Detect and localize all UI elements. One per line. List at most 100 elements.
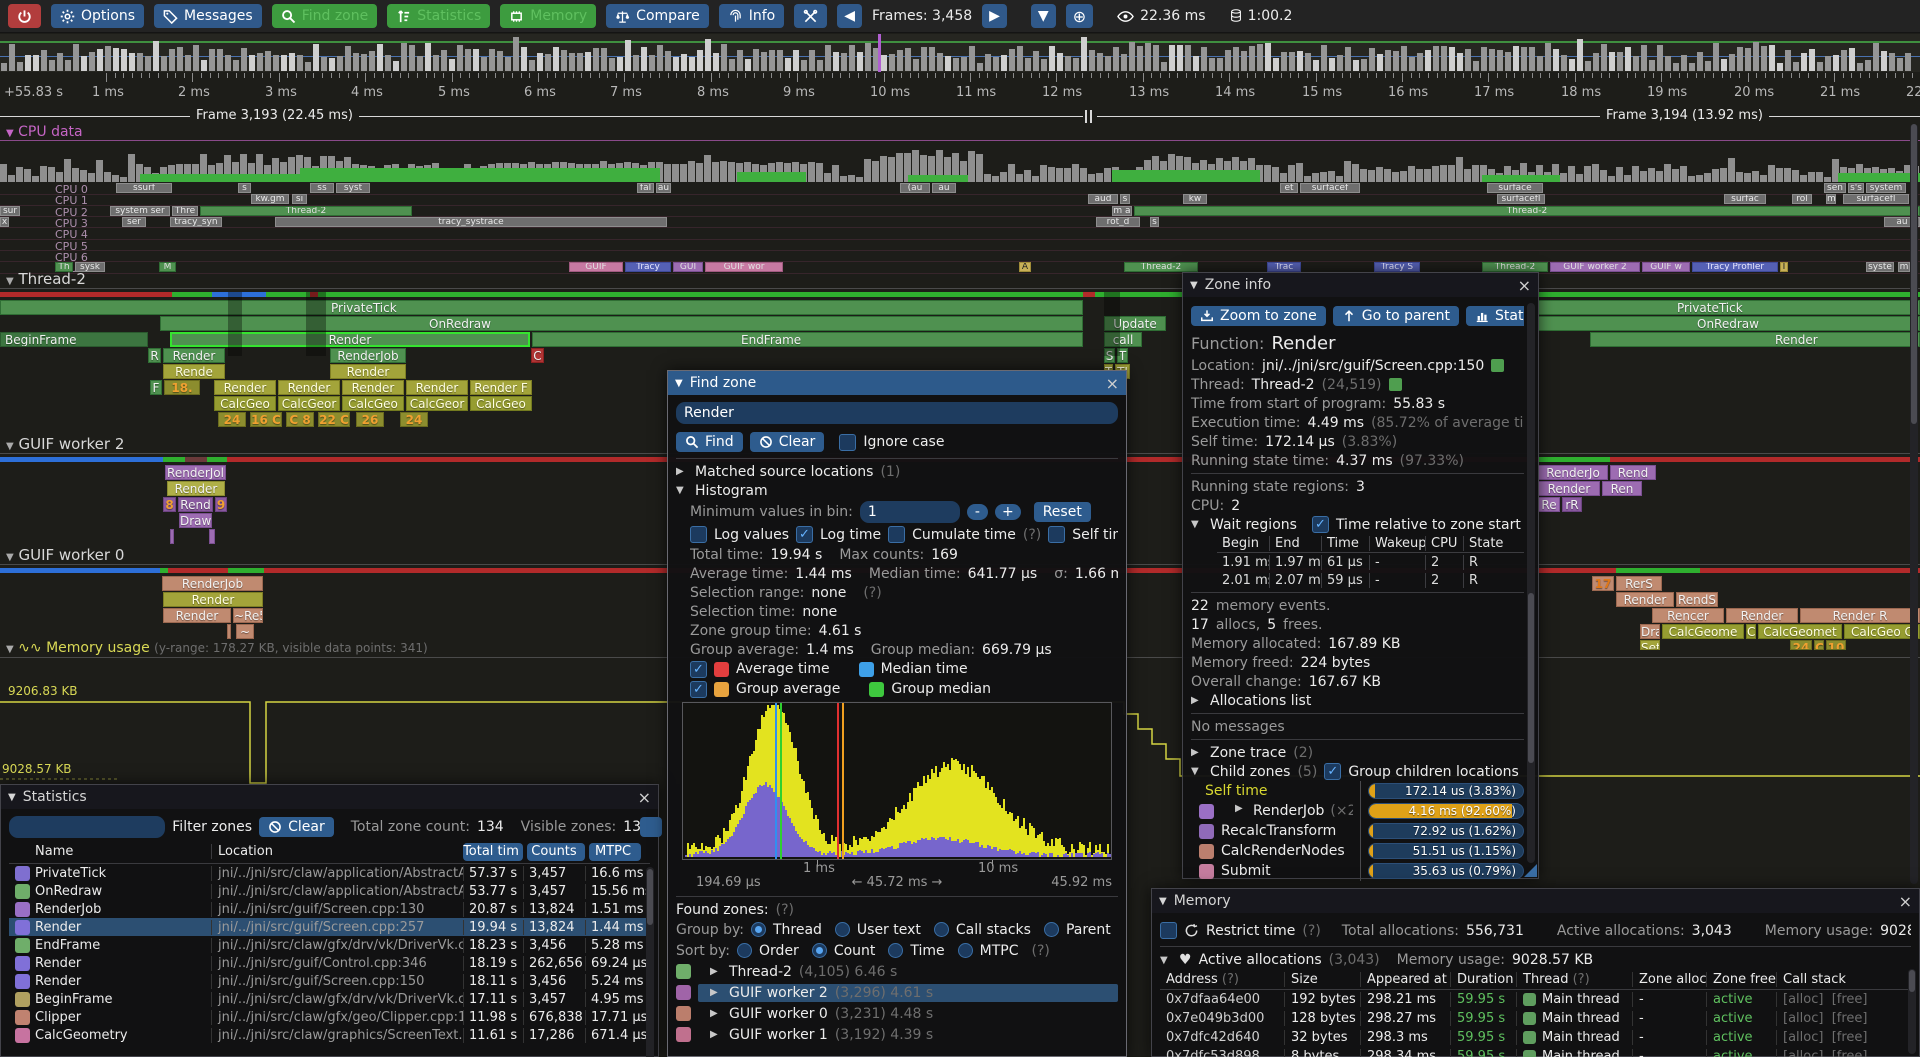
location-value[interactable]: jni/../jni/src/guif/Screen.cpp:150 — [1261, 357, 1485, 374]
limit-button[interactable] — [640, 817, 662, 837]
timeline-zone[interactable]: T — [1117, 348, 1128, 363]
statistics-titlebar[interactable]: ▼ Statistics × — [1, 785, 658, 809]
ignore-case-checkbox[interactable] — [839, 433, 857, 451]
timeline-zone[interactable]: Render R — [1800, 608, 1920, 623]
column-duration[interactable]: Duration — [1450, 972, 1516, 987]
cpu-zone-chip[interactable]: rol — [1792, 194, 1812, 204]
zone-group-row[interactable]: ▶ Thread-2 (4,105) 6.46 s — [676, 961, 1118, 982]
timeline-zone[interactable]: 10 — [1826, 640, 1846, 650]
cpu-zone-chip[interactable]: aud — [1088, 194, 1118, 204]
decrement-button[interactable]: - — [966, 504, 988, 520]
timeline-zone[interactable]: OnRedraw — [160, 316, 1083, 331]
cpu-zone-chip[interactable]: (au — [900, 183, 930, 193]
timeline-zone[interactable]: 17 — [1592, 576, 1614, 591]
column-thread[interactable]: Thread — [1523, 972, 1569, 987]
options-button[interactable]: Options — [51, 4, 145, 28]
timeline-zone[interactable]: Rencer — [1652, 608, 1724, 623]
timeline-zone[interactable]: EndFrame — [532, 332, 1083, 347]
find-zone-histogram[interactable] — [682, 702, 1112, 860]
cpu-zone-chip[interactable]: Thread-2 — [1482, 262, 1548, 272]
timeline-zone[interactable]: 26 — [356, 412, 384, 427]
timeline-zone[interactable]: C — [1746, 624, 1756, 639]
timeline-zone[interactable]: CalcGeo — [470, 396, 532, 411]
memory-usage-section[interactable]: ▼ ∿∿ Memory usage (y-range: 178.27 KB, v… — [6, 640, 428, 656]
expand-icon[interactable]: ▶ — [710, 1008, 718, 1019]
cpu-zone-chip[interactable]: Thread-2 — [200, 206, 412, 216]
cpu-zone-chip[interactable]: GUI — [673, 262, 703, 272]
sort-by-mtpc[interactable] — [957, 943, 973, 958]
zone-info-scrollbar[interactable] — [1528, 593, 1534, 763]
timeline-zone[interactable]: CalcGeo — [214, 396, 276, 411]
cpu-zone-chip[interactable]: m a — [1112, 206, 1132, 216]
group-by-thread[interactable] — [750, 922, 766, 937]
thread-section-thread-2[interactable]: ▼ Thread-2 — [6, 270, 86, 288]
timeline-zone[interactable]: BeginFrame — [0, 332, 148, 347]
cpu-zone-chip[interactable]: sysk — [75, 262, 105, 272]
memory-titlebar[interactable]: ▼ Memory × — [1152, 889, 1919, 913]
thread-section-guif-worker-0[interactable]: ▼ GUIF worker 0 — [6, 546, 125, 564]
cpu-zone-chip[interactable]: ss — [310, 183, 334, 193]
expand-icon[interactable]: ▶ — [710, 1029, 718, 1040]
compare-button[interactable]: Compare — [606, 4, 709, 28]
collapse-icon[interactable]: ▼ — [8, 791, 16, 803]
collapse-icon[interactable]: ▼ — [1159, 895, 1167, 907]
group-by-call-stacks[interactable] — [933, 922, 949, 937]
timeline-zone[interactable]: Render — [406, 380, 468, 395]
goto-frame-button[interactable]: ⊕ — [1065, 4, 1094, 28]
close-icon[interactable]: × — [637, 787, 651, 807]
timeline-zone[interactable]: Render — [1616, 592, 1674, 607]
collapse-icon[interactable]: ▼ — [675, 377, 683, 389]
sort-by-count[interactable] — [811, 943, 827, 958]
expand-icon[interactable]: ▶ — [676, 466, 684, 477]
statistics-row[interactable]: Clipper jni/../jni/src/claw/gfx/geo/Clipp… — [9, 1008, 650, 1026]
cpu-zone-chip[interactable]: ssurf — [116, 183, 172, 193]
child-zone-row[interactable]: RecalcTransform 72.92 us (1.62%) — [1191, 821, 1524, 841]
statistics-button[interactable]: Statistics — [387, 4, 491, 28]
min-bin-input[interactable]: 1 — [859, 501, 960, 523]
tools-button[interactable] — [794, 4, 828, 28]
cpu-zone-chip[interactable]: surfacef — [1300, 183, 1360, 193]
timeline-zone[interactable]: C 8 — [286, 412, 314, 427]
collapse-icon[interactable]: ▼ — [1190, 279, 1198, 291]
frame-label[interactable]: Frame 3,194 (13.92 ms) — [1600, 108, 1769, 123]
clear-filter-button[interactable]: Clear — [259, 817, 334, 837]
close-icon[interactable]: × — [1898, 891, 1912, 911]
cpu-zone-chip[interactable]: s — [238, 183, 251, 193]
statistics-button[interactable]: Statistics — [1465, 306, 1524, 326]
allocation-row[interactable]: 0x7e049b3d00 128 bytes 298.27 ms 59.95 s Mai… — [1160, 1009, 1911, 1028]
timeline-zone[interactable]: C — [531, 348, 544, 363]
timeline-scrollbar[interactable] — [1911, 124, 1917, 424]
allocation-row[interactable]: 0x7dfc42d640 32 bytes 298.3 ms 59.95 s Main … — [1160, 1028, 1911, 1047]
search-input[interactable]: Render — [676, 402, 1118, 424]
frame-dropdown-button[interactable]: ▼ — [1030, 4, 1056, 28]
wait-regions-label[interactable]: Wait regions — [1210, 516, 1297, 533]
child-zone-row[interactable]: Submit 35.63 us (0.79%) — [1191, 861, 1524, 881]
timeline-zone[interactable]: 16 C — [250, 412, 282, 427]
source-color-chip[interactable] — [1491, 359, 1505, 372]
statistics-row[interactable]: Render jni/../jni/src/guif/Control.cpp:34… — [9, 954, 650, 972]
statistics-scrollbar[interactable] — [647, 869, 653, 925]
timeline-zone[interactable]: call — [1104, 332, 1142, 347]
timeline-zone[interactable]: Render — [278, 380, 340, 395]
timeline-zone[interactable]: S — [1104, 348, 1115, 363]
timeline-zone[interactable]: 18. — [164, 380, 200, 395]
timeline-zone[interactable]: PrivateTick — [0, 300, 1083, 315]
matched-source-locations[interactable]: Matched source locations — [695, 463, 874, 480]
timeline-zone[interactable]: Rend — [178, 497, 213, 512]
allocation-row[interactable]: 0x7dfaa64e00 192 bytes 298.21 ms 59.95 s Mai… — [1160, 990, 1911, 1009]
statistics-row[interactable]: CalcGeometry jni/../jni/src/claw/graphics… — [9, 1026, 650, 1044]
cpu-zone-chip[interactable]: et — [1280, 183, 1298, 193]
log-values-checkbox[interactable] — [690, 526, 707, 543]
timeline-zone[interactable]: 9 — [215, 497, 227, 512]
cpu-zone-chip[interactable]: system ser — [110, 206, 170, 216]
timeline-zone[interactable]: CalcGeor — [278, 396, 340, 411]
timeline-zone[interactable]: Render — [170, 332, 530, 347]
statistics-row[interactable]: Render jni/../jni/src/guif/Screen.cpp:150… — [9, 972, 650, 990]
go-to-parent-button[interactable]: Go to parent — [1332, 306, 1459, 326]
allocations-list[interactable]: Allocations list — [1210, 692, 1312, 709]
timeline-zone[interactable]: RerS — [1616, 576, 1662, 591]
timeline-zone[interactable]: C — [1814, 640, 1824, 650]
cpu-zone-chip[interactable]: surfacefl — [1497, 194, 1545, 204]
timeline-zone[interactable]: RendS — [1676, 592, 1718, 607]
info-button[interactable]: Info — [718, 4, 785, 28]
